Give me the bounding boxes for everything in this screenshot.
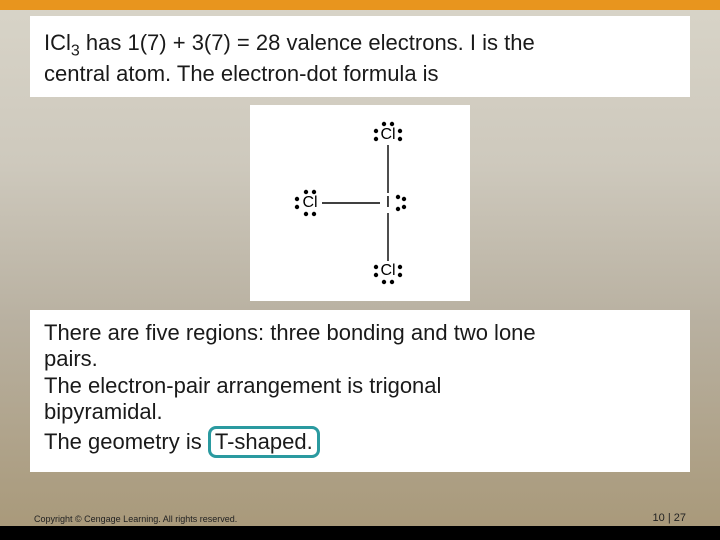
b-line5-hl: T-shaped. bbox=[215, 429, 313, 454]
b-line2: pairs. bbox=[44, 346, 98, 371]
accent-bar bbox=[0, 0, 720, 10]
diagram-container: I Cl Cl Cl bbox=[0, 97, 720, 310]
paragraph-bottom: There are five regions: three bonding an… bbox=[44, 320, 676, 458]
line1-rest: has 1(7) + 3(7) = 28 valence electrons. … bbox=[80, 30, 535, 55]
footer: Copyright © Cengage Learning. All rights… bbox=[0, 512, 720, 540]
top-text-block: ICl3 has 1(7) + 3(7) = 28 valence electr… bbox=[30, 16, 690, 97]
bottom-text-block: There are five regions: three bonding an… bbox=[30, 310, 690, 472]
svg-text:Cl: Cl bbox=[302, 194, 317, 211]
formula-subscript: 3 bbox=[71, 42, 80, 59]
b-line1: There are five regions: three bonding an… bbox=[44, 320, 536, 345]
b-line4: bipyramidal. bbox=[44, 399, 163, 424]
svg-text:Cl: Cl bbox=[380, 126, 395, 143]
highlight-geometry: T-shaped. bbox=[208, 426, 320, 458]
b-line5-pre: The geometry is bbox=[44, 429, 208, 454]
lewis-svg: I Cl Cl Cl bbox=[270, 113, 450, 293]
lewis-structure: I Cl Cl Cl bbox=[250, 105, 470, 301]
page-number: 10 | 27 bbox=[653, 512, 686, 524]
svg-text:Cl: Cl bbox=[380, 262, 395, 279]
formula-prefix: ICl bbox=[44, 30, 71, 55]
line2: central atom. The electron-dot formula i… bbox=[44, 61, 439, 86]
b-line3: The electron-pair arrangement is trigona… bbox=[44, 373, 441, 398]
svg-text:I: I bbox=[386, 194, 390, 211]
paragraph-top: ICl3 has 1(7) + 3(7) = 28 valence electr… bbox=[44, 30, 676, 87]
copyright-text: Copyright © Cengage Learning. All rights… bbox=[34, 514, 237, 524]
footer-bar bbox=[0, 526, 720, 540]
